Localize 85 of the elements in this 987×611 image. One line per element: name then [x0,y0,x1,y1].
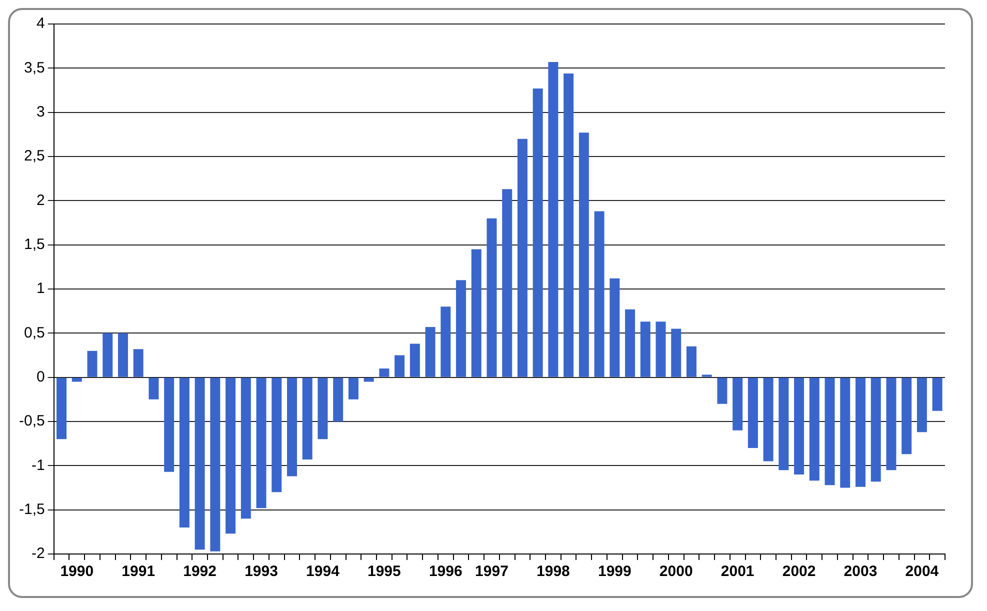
bar [578,132,589,377]
bar [610,278,620,377]
bar [886,378,896,470]
bar [272,378,282,492]
bar [56,378,67,440]
y-tick-label: -1 [32,456,45,474]
bar [302,378,312,460]
y-tick-label: 0 [36,368,45,386]
bar [916,378,927,432]
bar [778,378,789,470]
bar [333,378,344,422]
y-tick-label: -1,5 [18,500,45,518]
bar [394,355,405,377]
bar [210,378,220,552]
bar [856,378,866,487]
x-tick-label: 1995 [368,563,401,580]
bar [102,333,113,377]
x-tick-label: 1994 [306,563,340,580]
bar [794,378,804,474]
bar [932,378,942,411]
bar [133,349,144,377]
y-tick-label: 3 [36,103,45,120]
x-tick-label: 1997 [475,563,508,580]
bar [824,378,835,486]
y-tick-label: 1,5 [24,236,45,253]
bar [118,333,128,377]
x-tick-label: 1990 [60,563,94,580]
bar [902,378,912,454]
bar [840,378,850,488]
bar [179,378,190,528]
bar [318,378,328,440]
x-tick-label: 1999 [598,563,632,580]
bar [256,378,266,508]
bar [194,378,205,550]
bar [594,211,604,377]
bar [226,378,236,534]
y-tick-label: 2,5 [24,148,45,165]
x-tick-label: 1998 [536,563,570,580]
bar [656,322,666,377]
bar [87,350,98,377]
bar [502,189,512,377]
x-tick-label: 1993 [244,563,278,580]
bar [686,346,696,377]
bar [440,306,451,377]
bar [72,378,82,382]
bar [425,326,436,377]
bar [517,138,528,377]
x-tick-label: 2002 [782,563,816,580]
bar [763,378,774,462]
x-tick-label: 1996 [428,563,462,580]
bar [287,378,297,476]
x-tick-label: 2001 [720,563,754,580]
bar [379,368,390,377]
bar [532,88,543,377]
bar [164,378,174,472]
bar [640,322,650,377]
y-tick-label: 0,5 [24,324,45,342]
bar [671,328,682,377]
bar [732,378,743,430]
bar [625,309,636,377]
bar [809,378,820,481]
x-tick-label: 1991 [122,563,156,580]
y-tick-label: -0,5 [18,412,45,430]
bar [717,378,728,404]
bar [456,280,466,377]
bar [410,344,420,377]
bar [148,378,159,400]
y-tick-label: 4 [36,15,45,32]
bar [240,378,251,519]
x-tick-label: 2003 [844,563,878,580]
x-tick-label: 2000 [659,563,693,580]
bar [748,378,758,448]
x-tick-label: 1992 [183,563,216,580]
bar [564,73,574,377]
bar [364,378,374,382]
y-tick-label: 1 [36,280,45,298]
bar [486,218,497,377]
bar [870,378,881,482]
bar [348,378,358,400]
y-tick-label: 2 [36,192,45,209]
bar [548,62,558,377]
y-tick-label: -2 [32,545,45,562]
bar [471,249,482,377]
x-tick-label: 2004 [905,563,940,580]
y-tick-label: 3,5 [24,59,45,76]
